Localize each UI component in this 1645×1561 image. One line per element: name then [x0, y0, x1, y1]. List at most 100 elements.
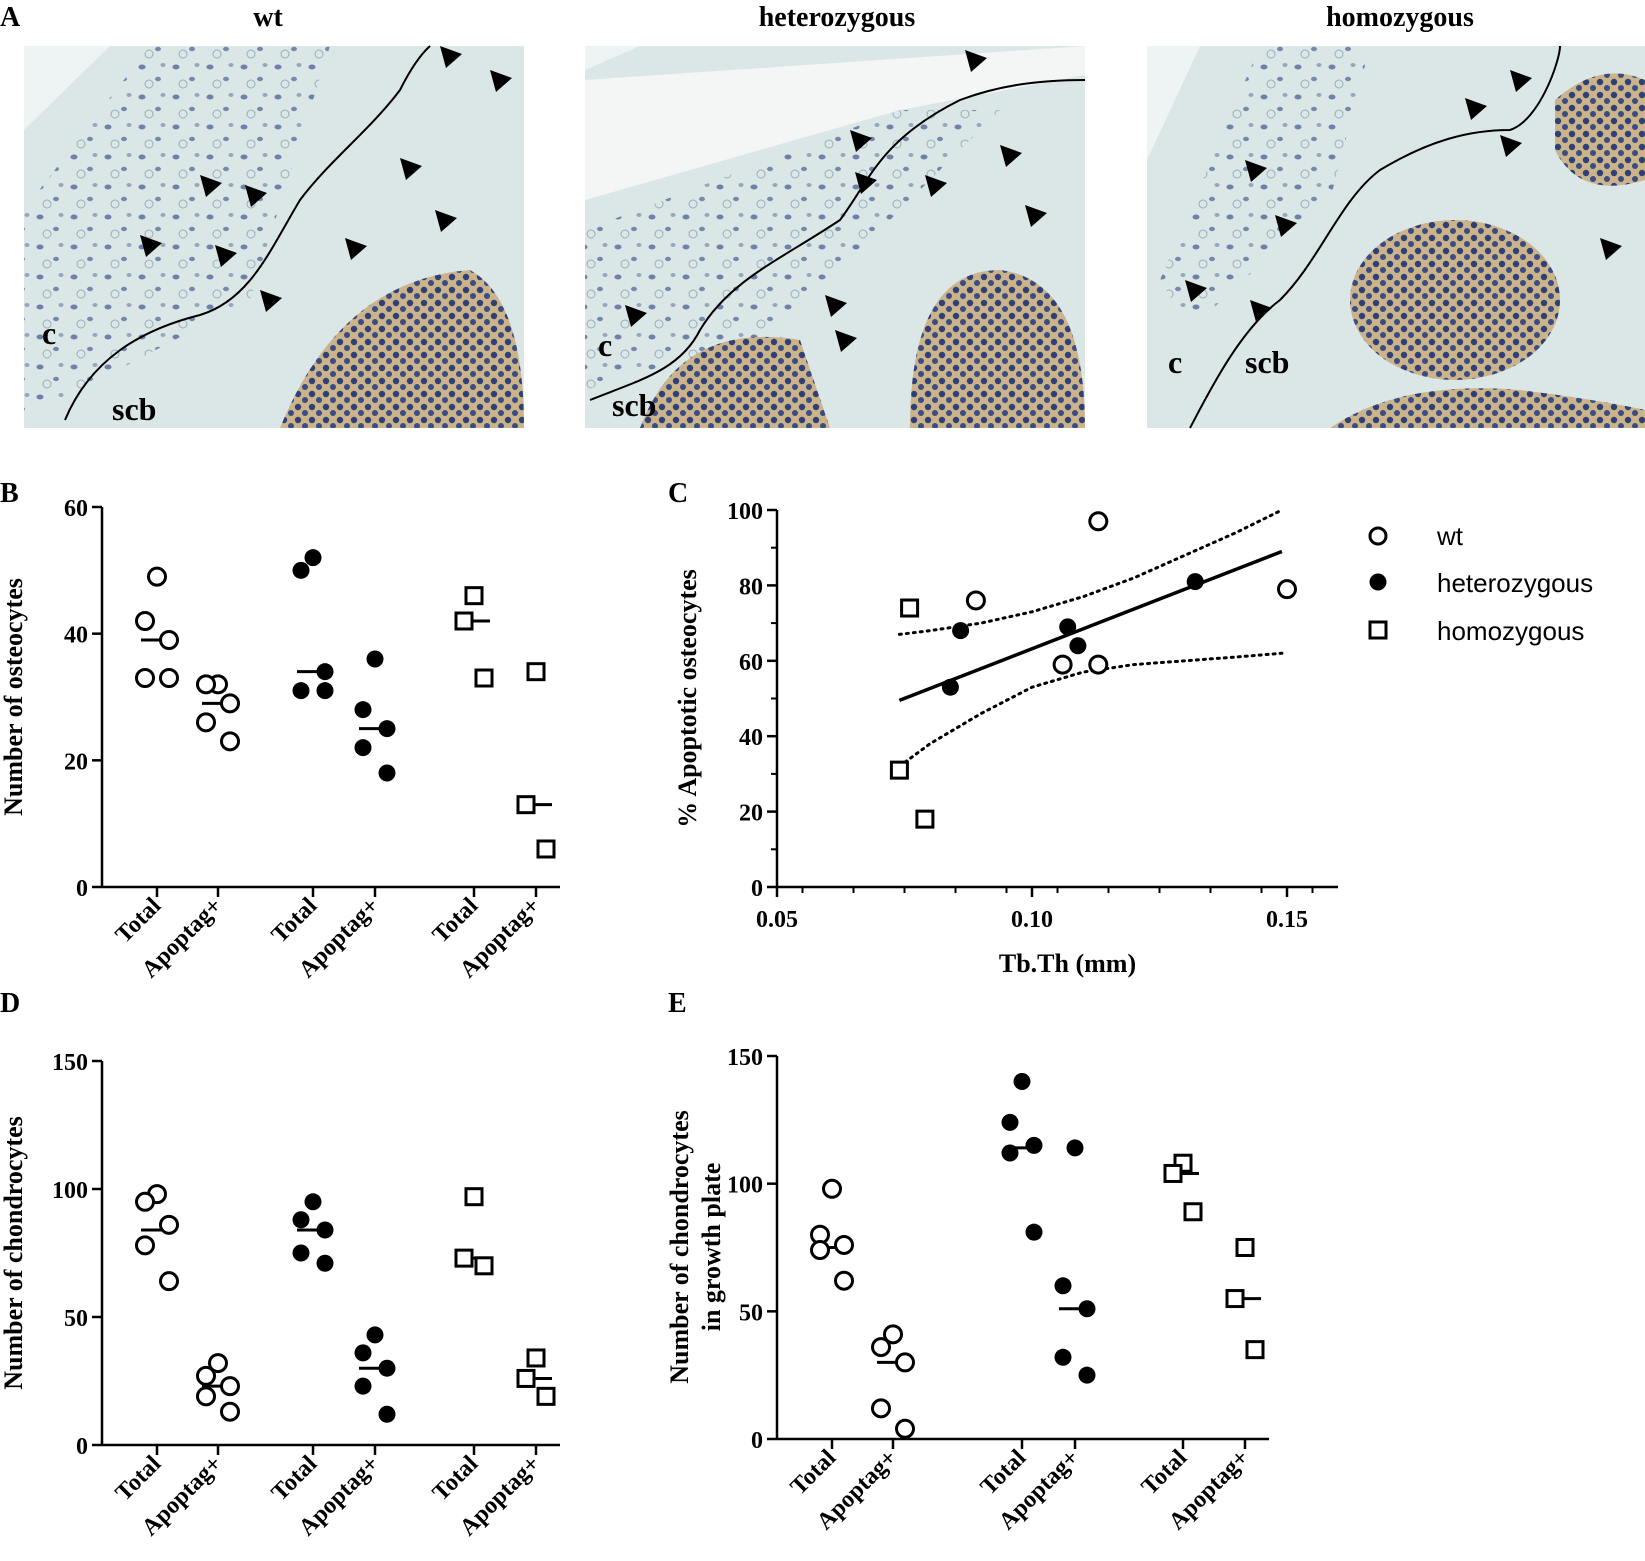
y-tick-label: 100 — [727, 1173, 763, 1199]
data-point-homozygous — [1245, 1340, 1265, 1360]
legend-item-wt: wt — [1368, 521, 1464, 551]
x-tick-label: 0.05 — [756, 907, 798, 933]
data-point-heterozygous — [1025, 1136, 1043, 1154]
data-point-wt — [208, 1353, 228, 1374]
panel-letter-c: C — [668, 478, 688, 509]
data-point-homozygous — [1225, 1289, 1245, 1309]
data-point-heterozygous — [304, 1193, 322, 1211]
data-point-wt — [159, 1271, 179, 1292]
data-point-wt — [159, 668, 179, 688]
x-tick-label: Total — [428, 1451, 484, 1507]
legend-label: wt — [1436, 521, 1464, 551]
data-point-heterozygous — [1054, 1277, 1072, 1295]
data-point-heterozygous — [1078, 1300, 1096, 1318]
data-point-homozygous — [1235, 1238, 1255, 1257]
data-point-heterozygous — [316, 1221, 334, 1239]
panel-letter-e: E — [668, 988, 687, 1019]
y-tick-label: 60 — [739, 650, 763, 676]
data-point-wt — [220, 731, 240, 752]
legend-item-heterozygous: heterozygous — [1369, 568, 1593, 598]
x-tick-label: Total — [428, 893, 484, 949]
data-point-homozygous — [474, 1256, 494, 1276]
data-point-wt — [965, 590, 986, 611]
data-point-heterozygous — [292, 682, 310, 700]
data-point-heterozygous — [378, 764, 396, 782]
data-point-wt — [1088, 511, 1109, 532]
y-axis-label: Number of chondrocytes — [0, 1116, 28, 1389]
x-tick-label: Total — [111, 893, 167, 949]
data-point-wt — [1277, 579, 1297, 600]
data-point-heterozygous — [354, 739, 372, 757]
data-point-heterozygous — [292, 561, 310, 579]
x-tick-label: 0.15 — [1266, 907, 1308, 933]
x-tick-label: Total — [267, 1451, 323, 1507]
data-point-heterozygous — [354, 701, 372, 719]
y-tick-label: 40 — [64, 623, 88, 649]
data-point-heterozygous — [378, 1405, 396, 1423]
data-point-homozygous — [536, 1386, 556, 1406]
panel-letter-d: D — [0, 988, 20, 1019]
x-tick-label: Total — [1137, 1445, 1193, 1501]
data-point-wt — [135, 1235, 155, 1256]
chart-c-regression: 0 20 40 60 80 100 0.05 0.10 0.15 Tb.Th (mm) % Apop… — [673, 499, 1338, 978]
data-point-homozygous — [1183, 1202, 1203, 1222]
data-point-homozygous — [526, 1348, 546, 1368]
data-point-homozygous — [526, 662, 546, 682]
data-point-homozygous — [454, 611, 474, 631]
y-tick-label: 20 — [739, 801, 763, 827]
data-point-heterozygous — [952, 622, 970, 640]
data-point-heterozygous — [316, 1254, 334, 1272]
data-point-homozygous — [474, 668, 494, 688]
data-point-heterozygous — [1054, 1348, 1072, 1366]
data-point-homozygous — [915, 809, 935, 829]
y-tick-label: 60 — [64, 496, 88, 522]
data-point-heterozygous — [1001, 1144, 1019, 1162]
data-point-heterozygous — [1069, 637, 1087, 655]
data-point-homozygous — [464, 586, 484, 606]
data-point-heterozygous — [354, 1377, 372, 1395]
x-axis-label: Tb.Th (mm) — [999, 949, 1136, 978]
data-point-heterozygous — [316, 682, 334, 700]
bone-label: scb — [112, 391, 156, 427]
data-point-heterozygous — [366, 650, 384, 668]
data-point-wt — [159, 1214, 179, 1235]
legend-label: heterozygous — [1437, 568, 1593, 598]
data-point-homozygous — [454, 1248, 474, 1268]
data-point-wt — [147, 566, 167, 587]
ci-lower-line — [897, 651, 1284, 768]
data-point-heterozygous — [1059, 618, 1077, 636]
bone-label: scb — [612, 387, 656, 423]
data-point-wt — [871, 1337, 891, 1358]
y-tick-label: 0 — [751, 876, 763, 902]
data-point-wt — [196, 1365, 216, 1386]
y-tick-label: 0 — [751, 1428, 763, 1454]
x-tick-label: Total — [111, 1451, 167, 1507]
panel-letter-a: A — [0, 2, 21, 33]
micrograph-title: heterozygous — [759, 2, 916, 33]
y-axis-label: Number of chondrocytes — [665, 1110, 694, 1383]
data-point-homozygous — [464, 1187, 484, 1207]
y-tick-label: 20 — [64, 749, 88, 775]
data-point-heterozygous — [378, 1359, 396, 1377]
data-point-homozygous — [889, 760, 909, 780]
ci-upper-line — [897, 508, 1284, 636]
data-point-wt — [135, 1191, 155, 1212]
data-point-heterozygous — [1025, 1223, 1043, 1241]
filled-circle-icon — [1369, 573, 1387, 591]
y-tick-label: 80 — [739, 574, 763, 600]
data-point-homozygous — [900, 598, 920, 618]
open-square-icon — [1368, 620, 1388, 640]
data-point-heterozygous — [304, 549, 322, 567]
panel-a: A wt c scb heterozygous c scb ho — [0, 2, 1645, 429]
y-axis-label-line2: in growth plate — [697, 1163, 726, 1332]
data-point-heterozygous — [1001, 1113, 1019, 1131]
data-point-wt — [895, 1352, 915, 1373]
open-circle-icon — [1368, 526, 1388, 546]
micrograph-title: wt — [253, 2, 283, 33]
y-tick-label: 150 — [727, 1045, 763, 1071]
x-tick-label: Total — [786, 1445, 842, 1501]
